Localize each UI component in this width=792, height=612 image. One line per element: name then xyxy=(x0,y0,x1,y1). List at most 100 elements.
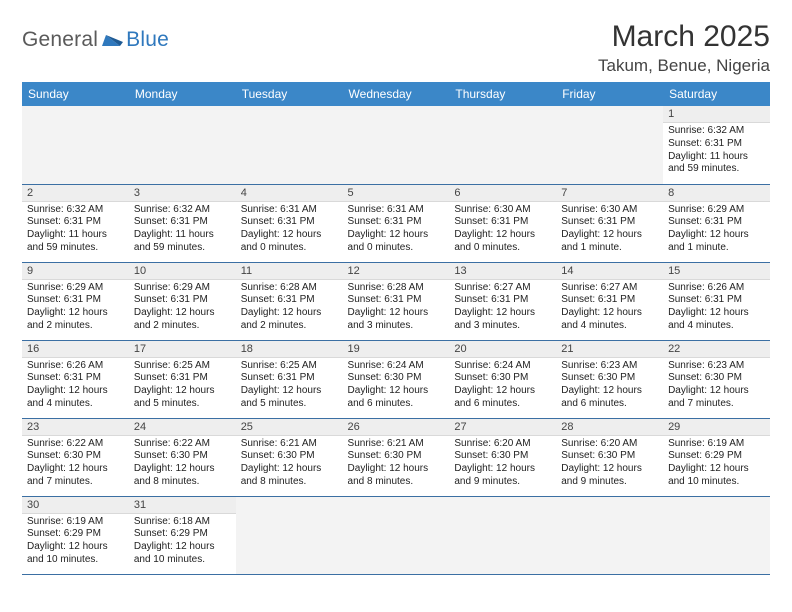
day-details: Sunrise: 6:30 AMSunset: 6:31 PMDaylight:… xyxy=(449,202,556,258)
day-number: 31 xyxy=(129,497,236,514)
sunset-line: Sunset: 6:31 PM xyxy=(134,294,231,307)
calendar-day-cell: 18Sunrise: 6:25 AMSunset: 6:31 PMDayligh… xyxy=(236,340,343,418)
sunrise-line: Sunrise: 6:28 AM xyxy=(241,282,338,295)
sunset-line: Sunset: 6:31 PM xyxy=(348,216,445,229)
day-details: Sunrise: 6:21 AMSunset: 6:30 PMDaylight:… xyxy=(343,436,450,492)
day-number: 4 xyxy=(236,185,343,202)
sunrise-line: Sunrise: 6:18 AM xyxy=(134,516,231,529)
day-number: 7 xyxy=(556,185,663,202)
calendar-empty-cell xyxy=(556,106,663,184)
calendar-day-cell: 16Sunrise: 6:26 AMSunset: 6:31 PMDayligh… xyxy=(22,340,129,418)
day-number: 28 xyxy=(556,419,663,436)
sunrise-line: Sunrise: 6:19 AM xyxy=(27,516,124,529)
daylight-line: Daylight: 12 hours and 8 minutes. xyxy=(241,463,338,489)
sunrise-line: Sunrise: 6:29 AM xyxy=(27,282,124,295)
daylight-line: Daylight: 12 hours and 3 minutes. xyxy=(454,307,551,333)
daylight-line: Daylight: 11 hours and 59 minutes. xyxy=(134,229,231,255)
calendar-day-cell: 28Sunrise: 6:20 AMSunset: 6:30 PMDayligh… xyxy=(556,418,663,496)
day-number: 2 xyxy=(22,185,129,202)
sunrise-line: Sunrise: 6:19 AM xyxy=(668,438,765,451)
sunset-line: Sunset: 6:29 PM xyxy=(134,528,231,541)
calendar-day-cell: 26Sunrise: 6:21 AMSunset: 6:30 PMDayligh… xyxy=(343,418,450,496)
day-number: 30 xyxy=(22,497,129,514)
sunset-line: Sunset: 6:31 PM xyxy=(241,216,338,229)
day-number: 20 xyxy=(449,341,556,358)
sunrise-line: Sunrise: 6:21 AM xyxy=(241,438,338,451)
calendar-empty-cell xyxy=(22,106,129,184)
weekday-header: Sunday xyxy=(22,82,129,106)
calendar-empty-cell xyxy=(343,106,450,184)
calendar-day-cell: 20Sunrise: 6:24 AMSunset: 6:30 PMDayligh… xyxy=(449,340,556,418)
sunset-line: Sunset: 6:30 PM xyxy=(561,450,658,463)
day-details: Sunrise: 6:32 AMSunset: 6:31 PMDaylight:… xyxy=(22,202,129,258)
sunrise-line: Sunrise: 6:26 AM xyxy=(668,282,765,295)
sunrise-line: Sunrise: 6:27 AM xyxy=(454,282,551,295)
sunset-line: Sunset: 6:31 PM xyxy=(134,372,231,385)
day-number: 25 xyxy=(236,419,343,436)
sunset-line: Sunset: 6:31 PM xyxy=(241,372,338,385)
day-details: Sunrise: 6:24 AMSunset: 6:30 PMDaylight:… xyxy=(343,358,450,414)
daylight-line: Daylight: 12 hours and 3 minutes. xyxy=(348,307,445,333)
calendar-day-cell: 10Sunrise: 6:29 AMSunset: 6:31 PMDayligh… xyxy=(129,262,236,340)
calendar-day-cell: 19Sunrise: 6:24 AMSunset: 6:30 PMDayligh… xyxy=(343,340,450,418)
calendar-week-row: 23Sunrise: 6:22 AMSunset: 6:30 PMDayligh… xyxy=(22,418,770,496)
day-number: 24 xyxy=(129,419,236,436)
sunrise-line: Sunrise: 6:22 AM xyxy=(134,438,231,451)
sunset-line: Sunset: 6:31 PM xyxy=(27,294,124,307)
sunset-line: Sunset: 6:31 PM xyxy=(134,216,231,229)
sunrise-line: Sunrise: 6:31 AM xyxy=(348,204,445,217)
calendar-empty-cell xyxy=(449,496,556,574)
calendar-empty-cell xyxy=(236,496,343,574)
day-details: Sunrise: 6:21 AMSunset: 6:30 PMDaylight:… xyxy=(236,436,343,492)
daylight-line: Daylight: 12 hours and 8 minutes. xyxy=(134,463,231,489)
sunset-line: Sunset: 6:30 PM xyxy=(454,450,551,463)
sunrise-line: Sunrise: 6:32 AM xyxy=(668,125,765,138)
daylight-line: Daylight: 12 hours and 10 minutes. xyxy=(27,541,124,567)
day-number: 3 xyxy=(129,185,236,202)
calendar-day-cell: 15Sunrise: 6:26 AMSunset: 6:31 PMDayligh… xyxy=(663,262,770,340)
weekday-header: Saturday xyxy=(663,82,770,106)
sunset-line: Sunset: 6:30 PM xyxy=(241,450,338,463)
calendar-day-cell: 31Sunrise: 6:18 AMSunset: 6:29 PMDayligh… xyxy=(129,496,236,574)
calendar-day-cell: 12Sunrise: 6:28 AMSunset: 6:31 PMDayligh… xyxy=(343,262,450,340)
weekday-header: Wednesday xyxy=(343,82,450,106)
calendar-week-row: 1Sunrise: 6:32 AMSunset: 6:31 PMDaylight… xyxy=(22,106,770,184)
daylight-line: Daylight: 12 hours and 0 minutes. xyxy=(454,229,551,255)
location: Takum, Benue, Nigeria xyxy=(598,56,770,76)
sunrise-line: Sunrise: 6:26 AM xyxy=(27,360,124,373)
day-number: 6 xyxy=(449,185,556,202)
daylight-line: Daylight: 12 hours and 6 minutes. xyxy=(454,385,551,411)
day-details: Sunrise: 6:28 AMSunset: 6:31 PMDaylight:… xyxy=(343,280,450,336)
day-number: 29 xyxy=(663,419,770,436)
day-details: Sunrise: 6:31 AMSunset: 6:31 PMDaylight:… xyxy=(236,202,343,258)
sunrise-line: Sunrise: 6:27 AM xyxy=(561,282,658,295)
daylight-line: Daylight: 12 hours and 5 minutes. xyxy=(241,385,338,411)
calendar-empty-cell xyxy=(343,496,450,574)
day-details: Sunrise: 6:27 AMSunset: 6:31 PMDaylight:… xyxy=(556,280,663,336)
daylight-line: Daylight: 11 hours and 59 minutes. xyxy=(27,229,124,255)
calendar-table: SundayMondayTuesdayWednesdayThursdayFrid… xyxy=(22,82,770,575)
daylight-line: Daylight: 12 hours and 0 minutes. xyxy=(348,229,445,255)
calendar-day-cell: 11Sunrise: 6:28 AMSunset: 6:31 PMDayligh… xyxy=(236,262,343,340)
day-details: Sunrise: 6:25 AMSunset: 6:31 PMDaylight:… xyxy=(129,358,236,414)
calendar-day-cell: 1Sunrise: 6:32 AMSunset: 6:31 PMDaylight… xyxy=(663,106,770,184)
day-number: 9 xyxy=(22,263,129,280)
sunrise-line: Sunrise: 6:31 AM xyxy=(241,204,338,217)
calendar-week-row: 9Sunrise: 6:29 AMSunset: 6:31 PMDaylight… xyxy=(22,262,770,340)
page-title: March 2025 xyxy=(598,20,770,54)
day-number: 5 xyxy=(343,185,450,202)
day-details: Sunrise: 6:24 AMSunset: 6:30 PMDaylight:… xyxy=(449,358,556,414)
daylight-line: Daylight: 12 hours and 0 minutes. xyxy=(241,229,338,255)
calendar-day-cell: 27Sunrise: 6:20 AMSunset: 6:30 PMDayligh… xyxy=(449,418,556,496)
daylight-line: Daylight: 12 hours and 9 minutes. xyxy=(561,463,658,489)
calendar-day-cell: 13Sunrise: 6:27 AMSunset: 6:31 PMDayligh… xyxy=(449,262,556,340)
sunrise-line: Sunrise: 6:25 AM xyxy=(134,360,231,373)
sunset-line: Sunset: 6:31 PM xyxy=(27,216,124,229)
sunrise-line: Sunrise: 6:20 AM xyxy=(454,438,551,451)
day-details: Sunrise: 6:19 AMSunset: 6:29 PMDaylight:… xyxy=(663,436,770,492)
calendar-day-cell: 5 Sunrise: 6:31 AMSunset: 6:31 PMDaylight… xyxy=(343,184,450,262)
calendar-day-cell: 25Sunrise: 6:21 AMSunset: 6:30 PMDayligh… xyxy=(236,418,343,496)
sunset-line: Sunset: 6:31 PM xyxy=(561,294,658,307)
day-details: Sunrise: 6:23 AMSunset: 6:30 PMDaylight:… xyxy=(556,358,663,414)
day-details: Sunrise: 6:23 AMSunset: 6:30 PMDaylight:… xyxy=(663,358,770,414)
